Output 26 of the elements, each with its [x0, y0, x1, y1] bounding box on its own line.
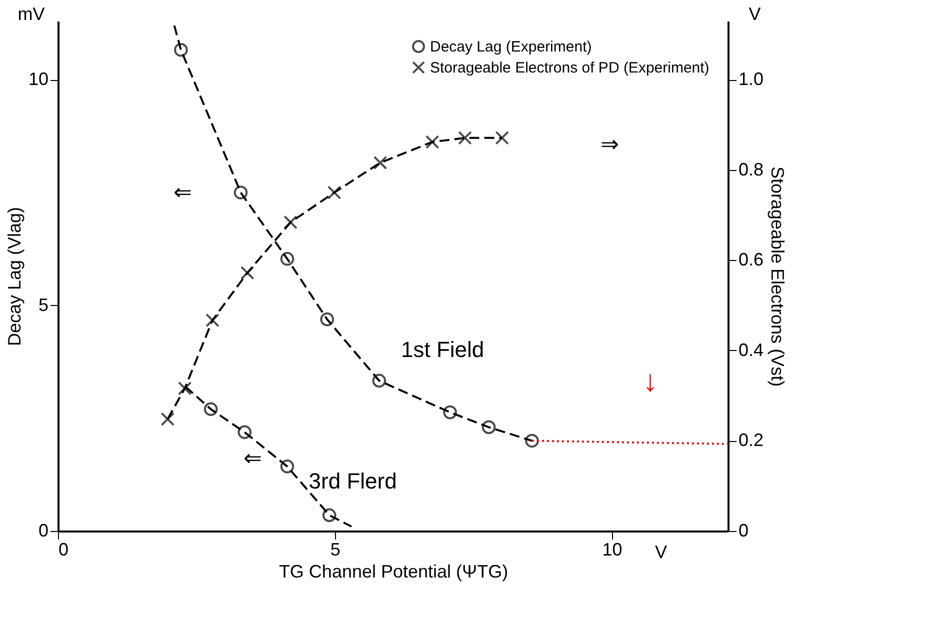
annotation: ⇐ — [243, 446, 262, 471]
y-tick-label: 5 — [38, 294, 48, 315]
y2-tick-label: 0 — [738, 520, 749, 540]
y-axis-title: Decay Lag (Vlag) — [4, 206, 24, 346]
y2-tick-label: 0.6 — [738, 250, 764, 270]
legend-label: Decay Lag (Experiment) — [430, 38, 592, 56]
annotation: ⇒ — [600, 131, 618, 156]
y2-axis-title: Storageable Electrons (Vst) — [768, 166, 788, 387]
text: V — [654, 542, 668, 562]
annotation: ↓ — [642, 365, 658, 398]
text: V — [748, 4, 761, 24]
y2-tick-label: 1.0 — [738, 69, 764, 90]
text: mV — [18, 4, 45, 24]
annotation: 1st Field — [401, 336, 484, 362]
x-tick-label: 5 — [330, 540, 340, 560]
legend-label: Storageable Electrons of PD (Experiment) — [430, 60, 710, 76]
annotation: ⇐ — [174, 179, 192, 204]
x-axis-title: TG Channel Potential (ΨTG) — [278, 562, 508, 582]
y2-tick-label: 0.4 — [738, 340, 764, 360]
y-tick-label: 0 — [38, 520, 48, 540]
y2-tick-label: 0.2 — [738, 430, 764, 450]
x-tick-label: 0 — [58, 540, 69, 560]
annotation: 3rd Flerd — [308, 468, 397, 494]
y2-tick-label: 0.8 — [738, 159, 764, 180]
x-tick-label: 10 — [602, 540, 622, 560]
y-tick-label: 10 — [28, 69, 48, 90]
